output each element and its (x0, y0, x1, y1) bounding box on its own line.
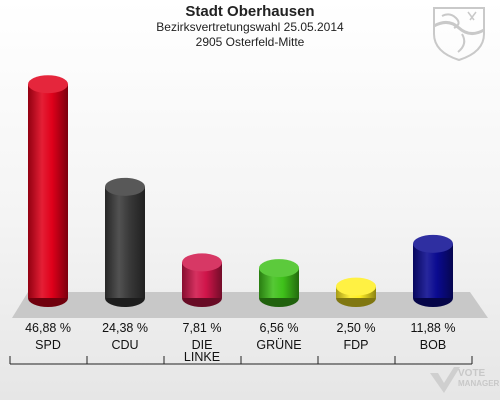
value-label: 11,88 % (411, 321, 456, 335)
category-label: GRÜNE (256, 338, 301, 352)
category-label: SPD (35, 338, 61, 352)
bar-top (182, 253, 222, 272)
vote-manager-watermark: VOTE MANAGER (458, 369, 499, 389)
category-label: LINKE (184, 350, 220, 364)
watermark-line1: VOTE (458, 368, 486, 379)
chart-subtitle-election: Bezirksvertretungswahl 25.05.2014 (156, 20, 344, 34)
category-label: DIE (192, 338, 213, 352)
value-label: 2,50 % (337, 321, 376, 335)
bar (105, 186, 145, 298)
chart-title: Stadt Oberhausen (185, 3, 315, 20)
category-label: FDP (344, 338, 369, 352)
bar (28, 84, 68, 298)
chart-subtitle-district: 2905 Osterfeld-Mitte (195, 35, 305, 49)
bar-top (259, 259, 299, 278)
category-label: CDU (111, 338, 138, 352)
bar (413, 243, 453, 298)
bar-top (413, 234, 453, 253)
bar-top (28, 75, 68, 94)
category-label: BOB (420, 338, 446, 352)
value-label: 46,88 % (25, 321, 71, 335)
coat-of-arms-icon (433, 7, 485, 62)
bar-top (105, 177, 145, 196)
value-label: 6,56 % (260, 321, 299, 335)
vote-manager-logo-icon (430, 367, 460, 393)
bar-top (336, 277, 376, 296)
chart-header: Stadt Oberhausen Bezirksvertretungswahl … (0, 3, 500, 50)
value-label: 7,81 % (183, 321, 222, 335)
watermark-line2: MANAGER (458, 379, 500, 388)
value-label: 24,38 % (102, 321, 148, 335)
